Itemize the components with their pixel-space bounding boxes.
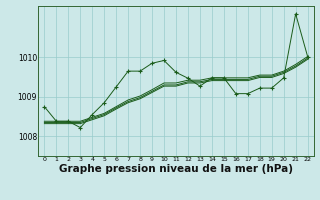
X-axis label: Graphe pression niveau de la mer (hPa): Graphe pression niveau de la mer (hPa) bbox=[59, 164, 293, 174]
